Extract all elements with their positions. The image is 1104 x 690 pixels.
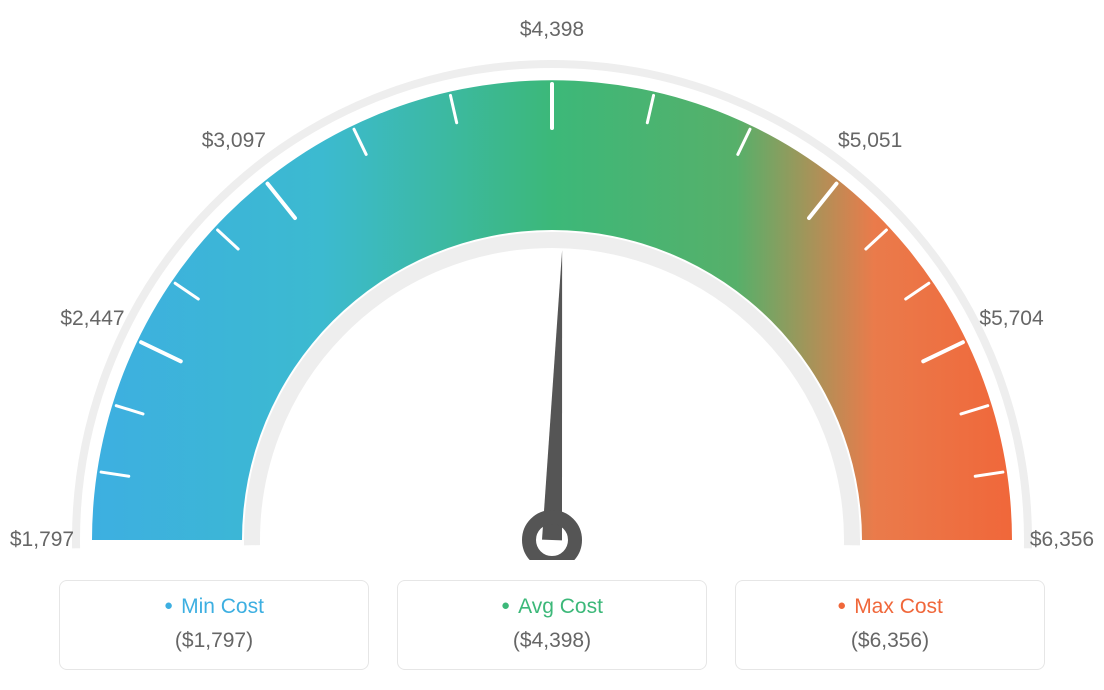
legend-card-min: Min Cost ($1,797): [59, 580, 369, 670]
gauge-tick-label: $6,356: [1030, 528, 1094, 552]
gauge-tick-label: $3,097: [202, 129, 266, 153]
legend-value-max: ($6,356): [736, 629, 1044, 653]
gauge-tick-label: $4,398: [520, 18, 584, 42]
gauge-area: $1,797 $2,447 $3,097 $4,398 $5,051 $5,704 $6,3…: [0, 0, 1104, 560]
legend-value-min: ($1,797): [60, 629, 368, 653]
gauge-tick-label: $5,704: [979, 307, 1043, 331]
legend-label-max: Max Cost: [736, 595, 1044, 619]
gauge-tick-label: $2,447: [60, 307, 124, 331]
legend-label-min: Min Cost: [60, 595, 368, 619]
legend-row: Min Cost ($1,797) Avg Cost ($4,398) Max …: [0, 580, 1104, 670]
gauge-chart-container: $1,797 $2,447 $3,097 $4,398 $5,051 $5,704 $6,3…: [0, 0, 1104, 690]
gauge-tick-label: $5,051: [838, 129, 902, 153]
gauge-svg: [0, 0, 1104, 560]
gauge-tick-label: $1,797: [10, 528, 74, 552]
legend-card-avg: Avg Cost ($4,398): [397, 580, 707, 670]
legend-label-avg: Avg Cost: [398, 595, 706, 619]
legend-card-max: Max Cost ($6,356): [735, 580, 1045, 670]
legend-value-avg: ($4,398): [398, 629, 706, 653]
